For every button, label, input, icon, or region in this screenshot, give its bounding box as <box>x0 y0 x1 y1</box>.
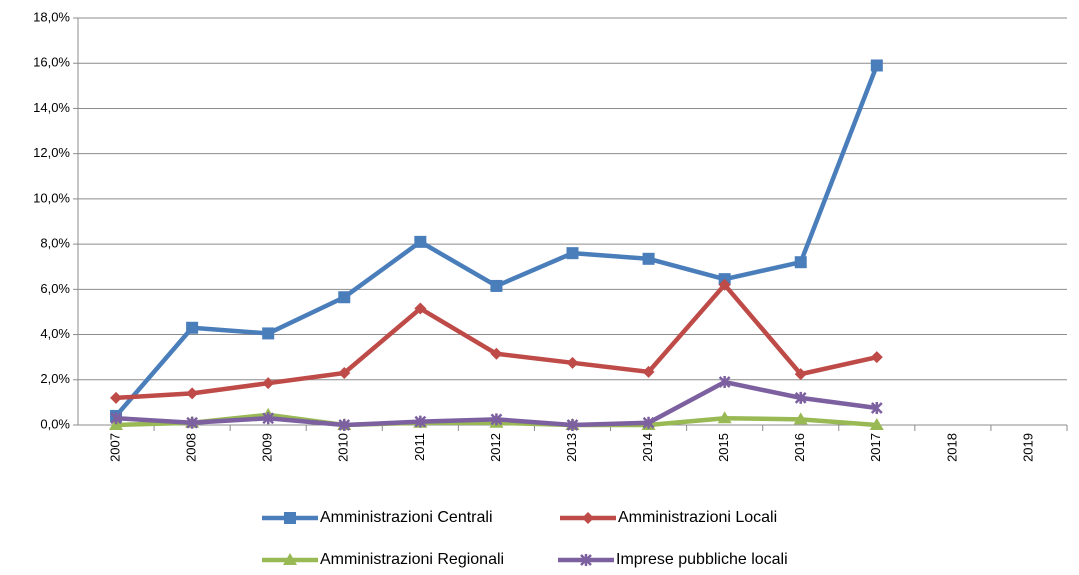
y-tick-label: 12,0% <box>33 145 70 160</box>
x-tick-label: 2018 <box>944 433 959 462</box>
y-tick-label: 4,0% <box>40 326 70 341</box>
y-tick-label: 6,0% <box>40 281 70 296</box>
data-point <box>870 351 883 364</box>
legend-marker <box>582 512 594 524</box>
x-tick-label: 2009 <box>260 433 275 462</box>
data-point <box>642 252 655 265</box>
x-tick-label: 2016 <box>792 433 807 462</box>
legend-marker <box>580 554 592 566</box>
data-point <box>794 391 807 404</box>
x-tick-label: 2013 <box>564 433 579 462</box>
data-point <box>186 416 198 429</box>
data-point <box>110 391 123 404</box>
legend-label: Amministrazioni Locali <box>618 509 777 526</box>
data-point <box>718 278 731 291</box>
data-point <box>870 402 883 415</box>
data-point <box>566 419 579 431</box>
data-point <box>338 419 351 431</box>
y-tick-label: 2,0% <box>40 371 70 386</box>
series-line <box>115 282 878 401</box>
data-point <box>186 387 199 400</box>
data-point <box>110 412 122 425</box>
data-point <box>490 279 503 292</box>
data-point <box>414 302 427 315</box>
data-point <box>414 415 427 428</box>
x-tick-label: 2011 <box>412 433 427 461</box>
data-point <box>338 366 351 379</box>
x-tick-label: 2007 <box>107 433 122 462</box>
data-point <box>490 347 503 360</box>
data-point <box>490 413 503 426</box>
data-point <box>642 365 655 378</box>
legend-label: Amministrazioni Centrali <box>320 509 493 526</box>
y-tick-label: 16,0% <box>33 55 70 70</box>
data-point <box>794 368 807 381</box>
data-point <box>566 247 579 260</box>
legend-marker <box>284 512 296 524</box>
data-point <box>262 412 275 425</box>
legend-label: Imprese pubbliche locali <box>616 551 788 568</box>
x-tick-label: 2010 <box>336 433 351 462</box>
data-point <box>262 327 275 340</box>
x-tick-label: 2008 <box>184 433 199 462</box>
data-point <box>186 321 199 334</box>
data-point <box>642 416 655 429</box>
data-point <box>870 59 883 72</box>
data-point <box>566 356 579 369</box>
x-tick-label: 2015 <box>716 433 731 462</box>
data-point <box>869 418 884 430</box>
data-point <box>414 235 427 248</box>
series-line <box>114 64 879 418</box>
data-point <box>718 376 731 389</box>
y-tick-label: 14,0% <box>33 100 70 115</box>
data-point <box>793 412 808 425</box>
data-point <box>794 256 807 269</box>
x-tick-label: 2012 <box>488 433 503 462</box>
y-tick-label: 18,0% <box>33 9 70 24</box>
y-tick-label: 10,0% <box>33 190 70 205</box>
data-point <box>338 291 351 304</box>
x-tick-label: 2014 <box>640 433 655 462</box>
x-tick-label: 2017 <box>868 433 883 462</box>
legend-marker <box>283 553 297 565</box>
x-tick-label: 2019 <box>1020 433 1035 462</box>
legend-label: Amministrazioni Regionali <box>320 551 504 568</box>
data-point <box>717 411 732 424</box>
y-tick-label: 0,0% <box>40 416 70 431</box>
data-point <box>262 377 275 390</box>
y-tick-label: 8,0% <box>40 236 70 251</box>
